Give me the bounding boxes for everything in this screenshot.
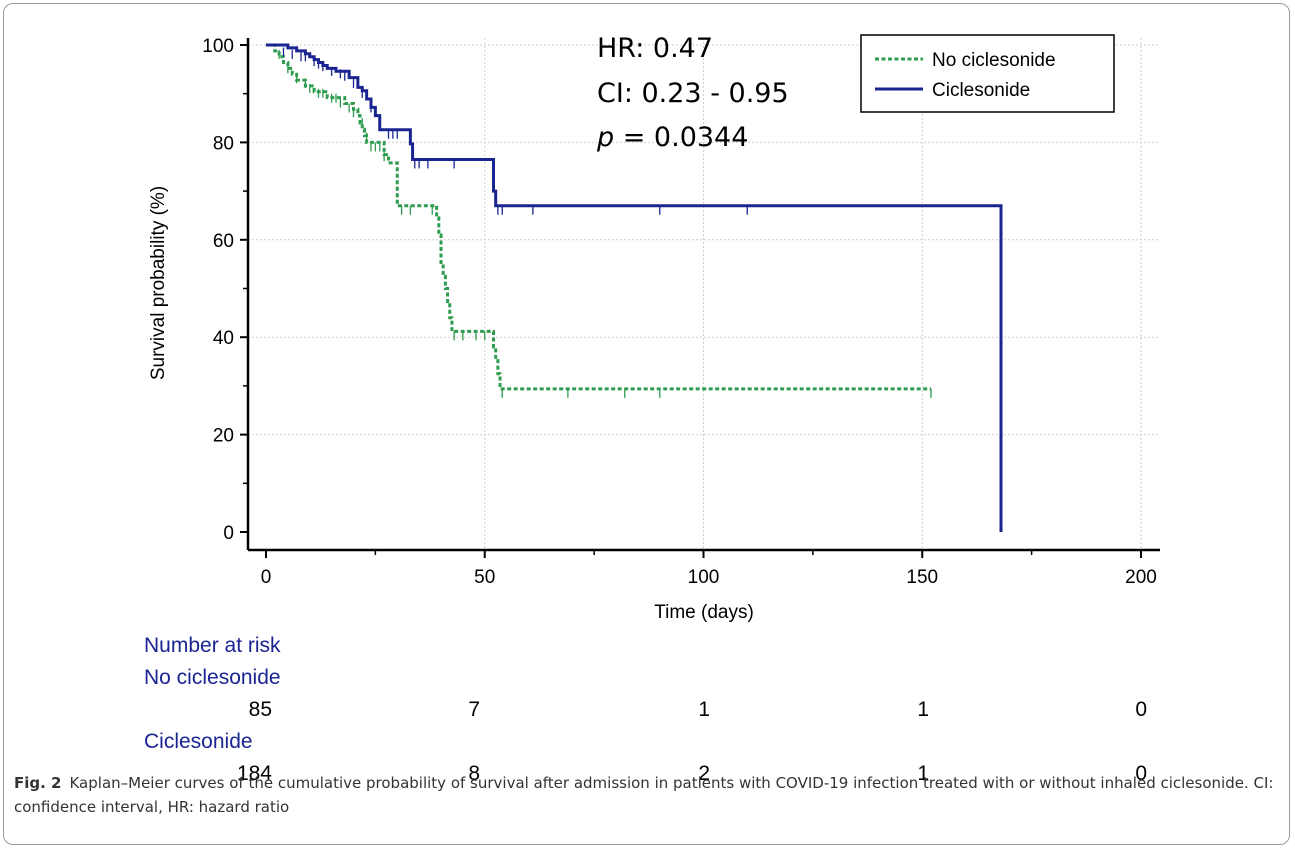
risk-count: 0 (1135, 698, 1147, 721)
x-tick-label: 0 (261, 567, 272, 588)
y-tick-label: 40 (213, 328, 234, 349)
p-value-text: p = 0.0344 (596, 122, 748, 153)
risk-count: 7 (468, 698, 480, 721)
risk-count: 1 (698, 698, 710, 721)
p-value-number: = 0.0344 (614, 122, 748, 153)
risk-count: 0 (1135, 762, 1147, 785)
legend: No ciclesonide Ciclesonide (860, 34, 1115, 113)
risk-table-title: Number at risk (144, 634, 281, 657)
y-tick-label: 100 (202, 36, 234, 57)
x-tick-label: 50 (474, 567, 495, 588)
risk-count: 1 (917, 762, 929, 785)
risk-count: 2 (698, 762, 710, 785)
risk-count: 184 (236, 762, 272, 785)
risk-count: 8 (468, 762, 480, 785)
figure-caption: Fig. 2 Kaplan–Meier curves of the cumulat… (14, 771, 1274, 819)
y-tick-label: 20 (213, 426, 234, 447)
p-symbol: p (596, 122, 614, 153)
y-tick-label: 0 (223, 523, 234, 544)
figure-label: Fig. 2 (14, 774, 62, 792)
km-curve-ciclesonide (266, 43, 1003, 532)
risk-group-ciclesonide: Ciclesonide (144, 730, 253, 753)
caption-text: Kaplan–Meier curves of the cumulative pr… (14, 774, 1274, 816)
legend-label-ciclesonide: Ciclesonide (932, 80, 1030, 101)
ticks-layer: 0 50 100 150 200 0 20 40 60 80 100 (202, 36, 1157, 588)
km-chart: 0 50 100 150 200 0 20 40 60 80 100 Time (days) Sur… (148, 33, 1160, 623)
x-axis-title: Time (days) (654, 602, 754, 623)
hazard-ratio-text: HR: 0.47 (597, 33, 713, 64)
risk-count: 85 (248, 698, 272, 721)
x-tick-label: 100 (688, 567, 720, 588)
legend-box (860, 34, 1115, 113)
x-tick-label: 200 (1125, 567, 1157, 588)
risk-count: 1 (917, 698, 929, 721)
y-axis-title: Survival probability (%) (148, 186, 169, 380)
y-tick-label: 60 (213, 231, 234, 252)
km-curve-no-ciclesonide (266, 43, 931, 391)
series-layer (266, 43, 1003, 532)
figure-frame (3, 3, 1290, 845)
risk-group-no-ciclesonide: No ciclesonide (144, 666, 281, 689)
grid-layer (248, 38, 1160, 550)
y-tick-label: 80 (213, 133, 234, 154)
x-tick-label: 150 (906, 567, 938, 588)
confidence-interval-text: CI: 0.23 - 0.95 (597, 78, 789, 109)
legend-label-no-ciclesonide: No ciclesonide (932, 50, 1056, 71)
